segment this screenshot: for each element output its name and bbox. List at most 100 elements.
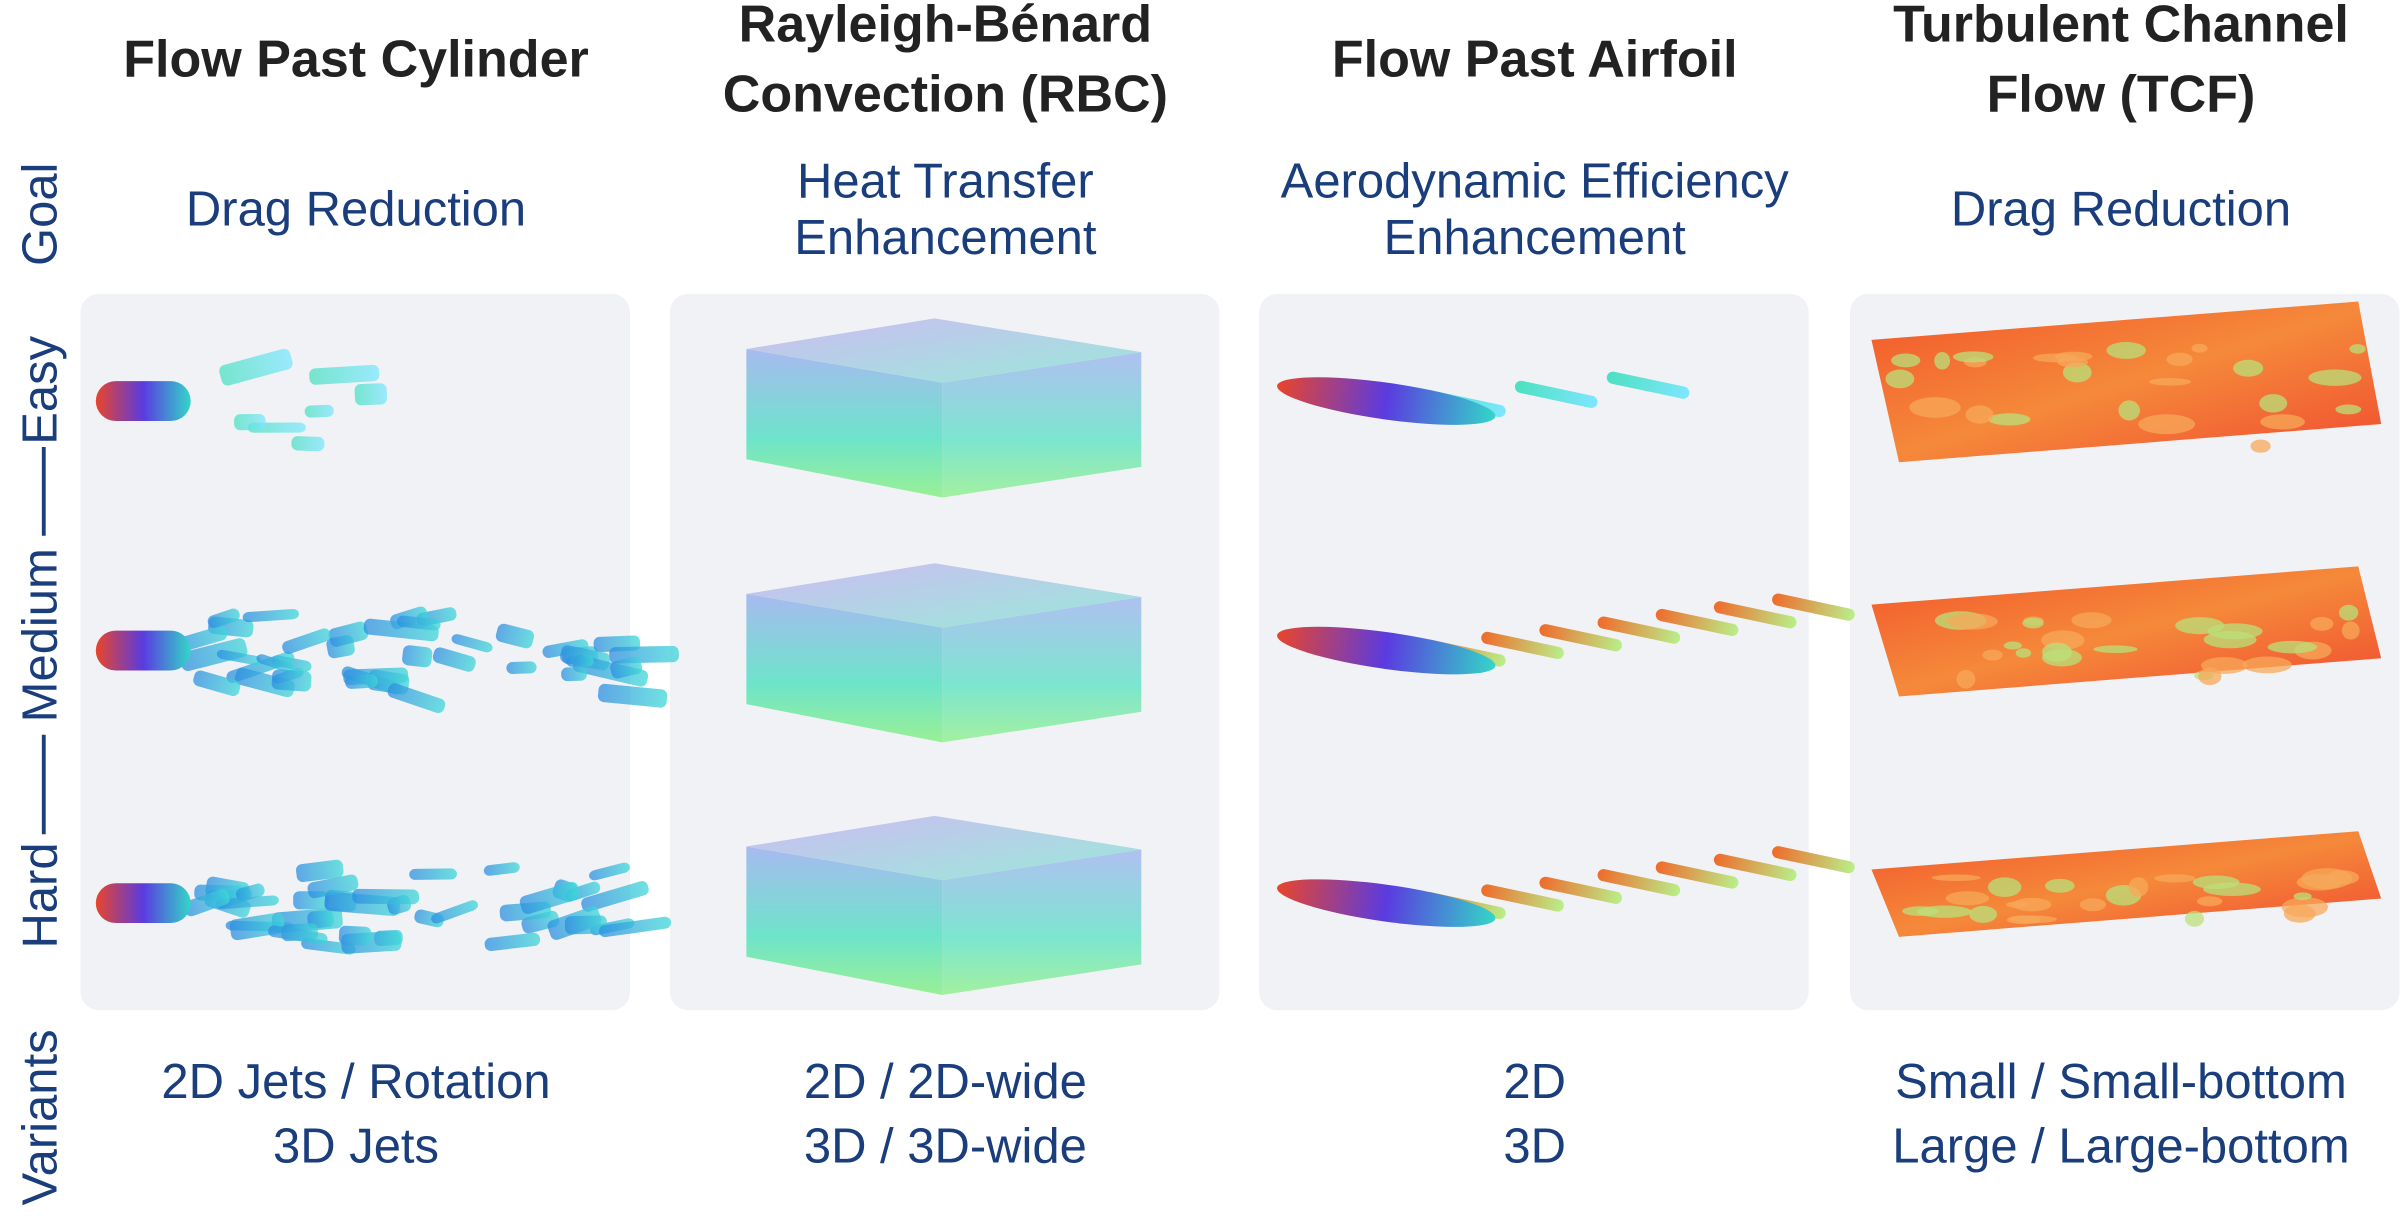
- wake-structure: [598, 916, 672, 938]
- wake-structure: [207, 608, 240, 629]
- turbulent-patch: [1969, 905, 1998, 923]
- variant-text: 2D Jets / Rotation: [161, 1055, 550, 1109]
- cylinder: [95, 883, 191, 924]
- turbulent-patch: [2079, 898, 2106, 912]
- turbulent-patch: [2148, 378, 2192, 386]
- vortex-streak: [1481, 884, 1564, 912]
- variant-text: 3D / 3D-wide: [804, 1120, 1087, 1174]
- wake-structure: [309, 364, 380, 385]
- vortex-streak: [1655, 861, 1739, 889]
- rbc-left-face: [746, 349, 943, 498]
- wake-structure: [409, 868, 457, 880]
- wake-structure: [432, 647, 476, 672]
- wake-structure: [451, 634, 493, 653]
- wake-structure: [234, 667, 295, 698]
- wake-structure: [484, 932, 541, 951]
- turbulent-patch: [2192, 875, 2240, 890]
- wake-structure: [215, 895, 279, 910]
- goal-text: Aerodynamic Efficiency: [1281, 154, 1790, 208]
- column-title: Flow Past Cylinder: [123, 31, 588, 89]
- rbc-right-face: [942, 352, 1142, 498]
- wake-structure: [295, 859, 344, 883]
- turbulent-patch: [1947, 613, 1998, 630]
- rbc-left-face: [746, 846, 943, 995]
- variant-text: 2D / 2D-wide: [804, 1055, 1087, 1109]
- turbulent-patch: [2042, 642, 2072, 662]
- turbulent-patch: [2259, 394, 2288, 413]
- wake-structure: [338, 925, 372, 946]
- turbulent-patch: [1952, 351, 1994, 363]
- wake-structure: [387, 683, 446, 714]
- turbulent-patch: [1934, 352, 1951, 370]
- turbulent-patch: [2012, 897, 2052, 912]
- cylinder: [95, 630, 191, 671]
- panel: [80, 293, 631, 1011]
- turbulent-patch: [2032, 353, 2078, 363]
- turbulent-patch: [2267, 640, 2318, 654]
- turbulent-patch: [2200, 657, 2248, 674]
- column-title: Turbulent Channel: [1893, 0, 2349, 53]
- turbulent-patch: [2006, 915, 2042, 925]
- goal-text: Drag Reduction: [1951, 183, 2291, 237]
- turbulent-patch: [2325, 870, 2360, 885]
- column-title: Flow Past Airfoil: [1332, 31, 1738, 89]
- turbulent-patch: [2196, 896, 2223, 907]
- row-label: Hard: [14, 842, 68, 948]
- turbulent-patch: [2233, 359, 2264, 377]
- turbulent-patch: [2341, 621, 2360, 640]
- turbulent-patch: [2022, 617, 2044, 629]
- wake-structure: [581, 881, 649, 912]
- wake-structure: [193, 670, 241, 697]
- column-title: Flow (TCF): [1987, 66, 2256, 124]
- wake-structure: [564, 915, 608, 935]
- wake-structure: [402, 645, 433, 668]
- rbc-top-face: [746, 318, 1142, 383]
- wake-structure: [589, 862, 630, 881]
- wake-structure: [179, 638, 248, 672]
- wake-structure: [256, 654, 295, 673]
- wake-structure: [495, 623, 535, 649]
- turbulent-patch: [1902, 906, 1939, 917]
- turbulent-patch: [1891, 353, 1921, 368]
- goal-text: Enhancement: [794, 211, 1097, 265]
- rbc-top-face: [746, 815, 1142, 881]
- turbulent-patch: [2006, 901, 2028, 908]
- turbulent-patch: [2349, 344, 2366, 354]
- turbulent-patch: [1909, 397, 1961, 418]
- turbulent-patch: [1987, 877, 2022, 897]
- vortex-streak: [1481, 631, 1564, 660]
- turbulent-patch: [2015, 648, 2032, 658]
- rbc-left-face: [746, 593, 943, 743]
- wake-structure: [291, 436, 325, 452]
- wake-structure: [610, 656, 643, 679]
- wake-structure: [561, 667, 587, 682]
- variant-text: 3D Jets: [273, 1120, 439, 1174]
- turbulent-patch: [2093, 645, 2138, 653]
- turbulent-patch: [2106, 341, 2146, 359]
- wake-structure: [216, 649, 262, 666]
- wake-structure: [271, 669, 312, 692]
- turbulent-patch: [2062, 362, 2092, 383]
- turbulent-patch: [1965, 405, 1994, 424]
- turbulent-patch: [2184, 910, 2205, 927]
- wake-structure: [328, 621, 369, 647]
- goal-text: Drag Reduction: [186, 183, 526, 237]
- wake-structure: [396, 615, 441, 631]
- airfoil: [1277, 626, 1496, 675]
- row-label: Variants: [14, 1029, 68, 1205]
- wake-structure: [506, 661, 537, 674]
- vortex-streak: [1539, 876, 1623, 904]
- wake-structure: [268, 925, 328, 945]
- column-title: Convection (RBC): [723, 66, 1168, 124]
- wake-structure: [307, 874, 359, 899]
- turbulent-patch: [2260, 414, 2305, 430]
- turbulent-patch: [1988, 413, 2031, 426]
- wake-structure: [431, 900, 478, 924]
- vortex-streak: [1713, 601, 1797, 629]
- turbulent-patch: [2250, 439, 2271, 453]
- wake-structure: [183, 889, 230, 917]
- vortex-streak: [1772, 593, 1855, 621]
- turbulent-patch: [2308, 369, 2362, 386]
